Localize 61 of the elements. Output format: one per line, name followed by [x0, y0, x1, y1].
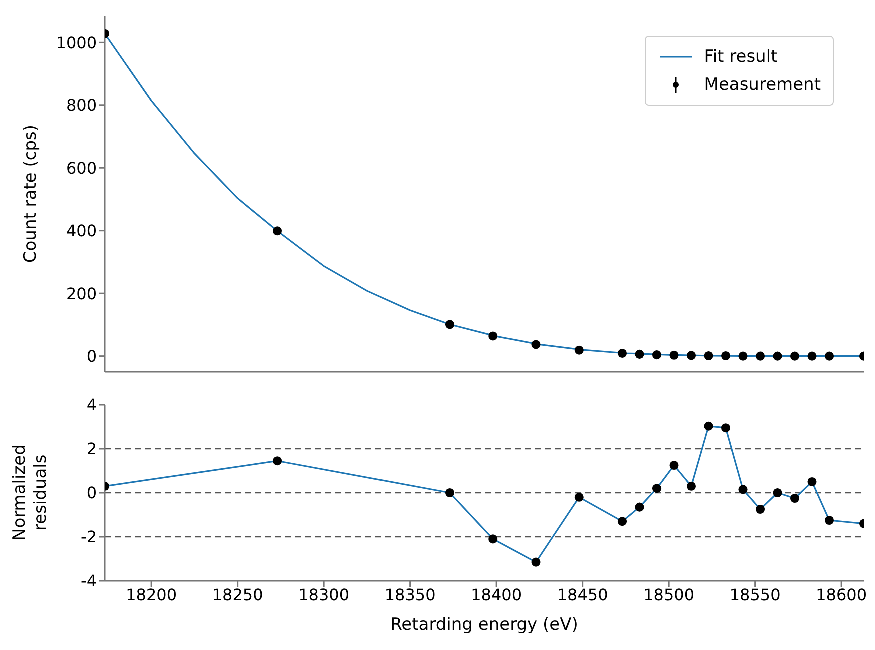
point: [618, 348, 628, 358]
x-tick-label: 18400: [471, 585, 522, 604]
x-tick-label: 18200: [126, 585, 178, 604]
point: [756, 504, 766, 514]
legend-label: Measurement: [704, 74, 821, 97]
point: [738, 485, 748, 494]
y-tick-label: 400: [66, 222, 97, 241]
x-tick-label: 18450: [557, 585, 608, 604]
y-tick-label: 800: [66, 96, 97, 116]
point: [773, 352, 782, 361]
point: [686, 482, 696, 491]
point: [574, 346, 584, 355]
y-axis-title: Normalized residuals: [10, 444, 52, 544]
x-tick-label: 18550: [730, 585, 781, 604]
y-tick-label: -2: [81, 528, 97, 547]
y-axis-title: Count rate (cps): [20, 124, 42, 264]
y-tick-label: 600: [66, 158, 97, 178]
point: [574, 492, 584, 502]
point: [532, 340, 541, 350]
point: [488, 534, 498, 544]
point: [635, 502, 644, 512]
point: [721, 424, 731, 433]
point: [790, 352, 800, 361]
point: [704, 422, 714, 431]
point: [756, 352, 766, 361]
point: [635, 350, 644, 359]
y-tick-label: -4: [81, 572, 97, 591]
point: [790, 494, 800, 504]
y-tick-label: 200: [66, 284, 97, 304]
point: [618, 517, 628, 526]
point: [824, 352, 834, 361]
x-tick-label: 18500: [644, 585, 695, 604]
point: [773, 488, 782, 498]
x-tick-label: 18600: [816, 585, 868, 604]
point: [445, 488, 455, 498]
point: [652, 484, 662, 494]
y-tick-label: 2: [86, 440, 97, 459]
point: [532, 558, 541, 567]
point: [704, 352, 714, 361]
legend-label: Fit result: [704, 46, 778, 69]
point: [652, 350, 662, 360]
point: [721, 352, 731, 361]
point: [445, 320, 455, 330]
x-axis-title: Retarding energy (eV): [390, 615, 580, 635]
point: [808, 477, 817, 487]
y-tick-label: 0: [86, 346, 97, 366]
y-tick-label: 4: [86, 396, 97, 415]
point: [670, 460, 679, 470]
point: [808, 352, 817, 361]
x-tick-label: 18300: [298, 585, 350, 604]
point: [272, 226, 282, 236]
point: [738, 352, 748, 361]
x-tick-label: 18350: [384, 585, 436, 604]
x-tick-label: 18250: [212, 585, 264, 604]
y-tick-label: 1000: [56, 33, 97, 52]
point: [686, 351, 696, 360]
y-tick-label: 0: [86, 484, 97, 503]
point: [488, 332, 498, 341]
point: [670, 350, 679, 360]
point: [272, 456, 282, 466]
point: [824, 516, 834, 526]
